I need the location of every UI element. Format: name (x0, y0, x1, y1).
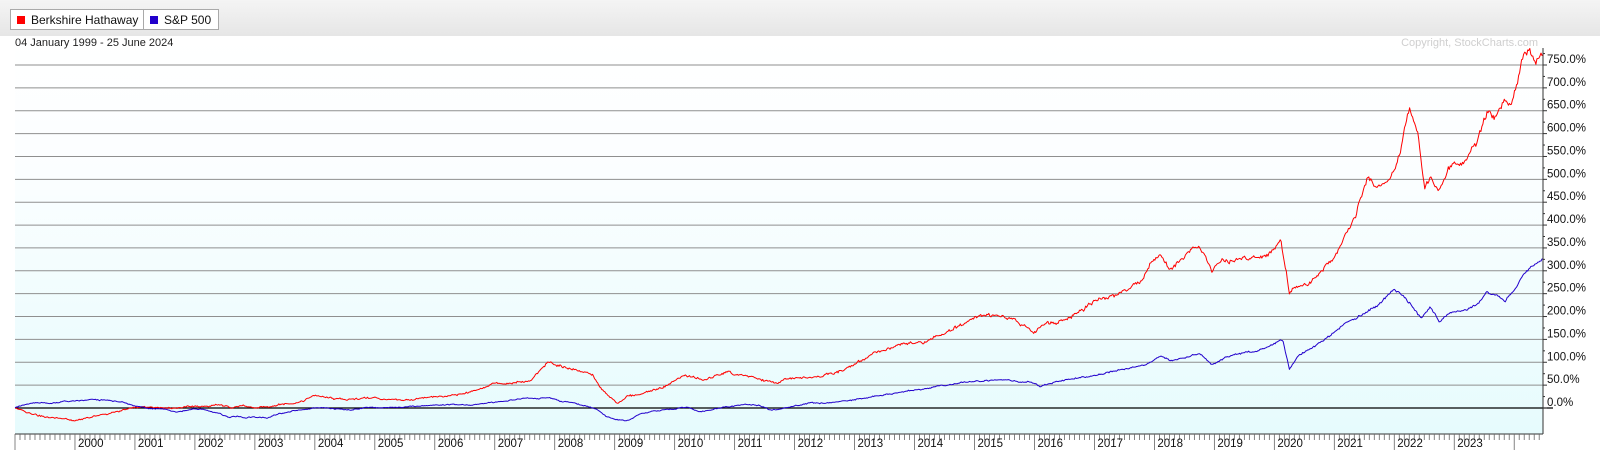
x-tick-label: 2015 (977, 438, 1003, 450)
x-tick-label: 2005 (378, 438, 404, 450)
y-tick-label: 450.0% (1547, 191, 1586, 203)
x-tick-label: 2014 (918, 438, 944, 450)
legend-swatch-icon (150, 15, 158, 24)
x-tick-label: 2010 (678, 438, 704, 450)
y-tick-label: 0.0% (1547, 397, 1573, 409)
y-tick-label: 150.0% (1547, 328, 1586, 340)
x-tick-label: 2012 (798, 438, 824, 450)
y-tick-label: 400.0% (1547, 214, 1586, 226)
legend-swatch-icon (17, 15, 25, 24)
x-tick-label: 2003 (258, 438, 284, 450)
series-lines (14, 48, 1544, 422)
x-tick-label: 2009 (618, 438, 644, 450)
y-tick-label: 650.0% (1547, 100, 1586, 112)
x-tick-label: 2007 (498, 438, 524, 450)
x-tick-label: 2006 (438, 438, 464, 450)
x-tick-label: 2018 (1157, 438, 1183, 450)
x-tick-label: 2019 (1217, 438, 1243, 450)
x-tick-label: 2002 (198, 438, 224, 450)
x-tick-label: 2016 (1037, 438, 1063, 450)
y-tick-label: 600.0% (1547, 123, 1586, 135)
y-tick-label: 750.0% (1547, 54, 1586, 66)
legend-label: Berkshire Hathaway (31, 12, 139, 27)
x-tick-label: 2020 (1277, 438, 1303, 450)
x-axis: 2000 2001 2002 2003 2004 2005 2006 2007 2008 2009… (14, 434, 1540, 450)
y-tick-label: 250.0% (1547, 283, 1586, 295)
x-tick-label: 2021 (1337, 438, 1363, 450)
x-tick-label: 2022 (1397, 438, 1423, 450)
x-tick-label: 2013 (858, 438, 884, 450)
y-tick-label: 350.0% (1547, 237, 1586, 249)
x-tick-label: 2004 (318, 438, 344, 450)
y-tick-label: 550.0% (1547, 145, 1586, 157)
grid-lines (15, 64, 1553, 409)
x-tick-label: 2008 (558, 438, 584, 450)
legend-bar: Berkshire Hathaway S&P 500 (0, 0, 1600, 36)
series-line-sp500 (14, 258, 1543, 422)
legend-item-sp500[interactable]: S&P 500 (143, 9, 220, 30)
series-line-berkshire-hathaway (14, 48, 1544, 422)
date-range-label: 04 January 1999 - 25 June 2024 (15, 37, 173, 49)
x-tick-label: 2023 (1457, 438, 1483, 450)
copyright-label: Copyright, StockCharts.com (1401, 37, 1538, 49)
y-tick-label: 100.0% (1547, 351, 1586, 363)
y-tick-label: 200.0% (1547, 306, 1586, 318)
legend-label: S&P 500 (164, 12, 212, 27)
x-tick-label: 2000 (78, 438, 104, 450)
y-tick-label: 700.0% (1547, 77, 1586, 89)
y-tick-label: 500.0% (1547, 168, 1586, 180)
x-tick-label: 2011 (738, 438, 763, 450)
x-tick-label: 2001 (138, 438, 164, 450)
y-tick-label: 50.0% (1547, 374, 1580, 386)
y-tick-label: 300.0% (1547, 260, 1586, 272)
plot-area (15, 36, 1543, 434)
y-axis: 0.0% 50.0% 100.0% 150.0% 200.0% 250.0% 300.0% 3… (1543, 53, 1586, 409)
x-tick-label: 2017 (1097, 438, 1123, 450)
